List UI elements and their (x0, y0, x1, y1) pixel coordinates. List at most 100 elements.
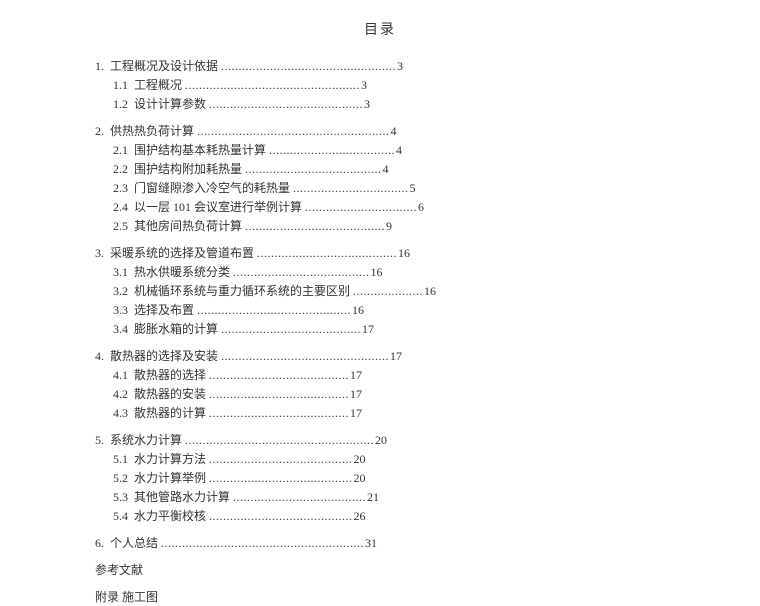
toc-entry: 1.2 设计计算参数...............................… (95, 95, 665, 113)
page-number: 17 (390, 349, 402, 363)
section-title: 水力计算举例 (134, 471, 206, 485)
section-number: 5.1 (113, 452, 128, 466)
section-number: 2. (95, 124, 104, 138)
page-number: 5 (410, 181, 416, 195)
page-number: 17 (350, 406, 362, 420)
leader-dots: ........................................… (209, 471, 353, 485)
section-title: 围护结构附加耗热量 (134, 162, 242, 176)
toc-body: 1. 工程概况及设计依据.............................… (95, 57, 665, 552)
section-number: 1. (95, 59, 104, 73)
toc-entry: 3.4膨胀水箱的计算..............................… (95, 320, 665, 338)
section-title: 设计计算参数 (134, 97, 206, 111)
tail-entry: 参考文献 (95, 561, 665, 579)
page-number: 16 (352, 303, 364, 317)
tail-entry: 附录 施工图 (95, 588, 665, 606)
page-number: 20 (375, 433, 387, 447)
section-number: 3.3 (113, 303, 128, 317)
leader-dots: ................................. (293, 181, 409, 195)
section-title: 水力平衡校核 (134, 509, 206, 523)
section-title: 采暖系统的选择及管道布置 (110, 246, 254, 260)
toc-entry: 3.3选择及布置................................… (95, 301, 665, 319)
leader-dots: ........................................… (161, 536, 364, 550)
leader-dots: ........................................… (209, 509, 353, 523)
leader-dots: ........................................… (197, 124, 390, 138)
page-number: 9 (386, 219, 392, 233)
leader-dots: ........................................… (221, 349, 389, 363)
toc-entry: 5.系统水力计算................................… (95, 431, 665, 449)
section-number: 4.3 (113, 406, 128, 420)
section-number: 1.2 (113, 97, 128, 111)
leader-dots: .................................... (269, 143, 395, 157)
page-number: 4 (383, 162, 389, 176)
section-title: 个人总结 (110, 536, 158, 550)
page-number: 17 (350, 387, 362, 401)
leader-dots: .................... (353, 284, 423, 298)
section-number: 2.1 (113, 143, 128, 157)
page-number: 17 (350, 368, 362, 382)
section-title: 工程概况 (134, 78, 182, 92)
page-number: 16 (371, 265, 383, 279)
page-title: 目录 (95, 20, 665, 41)
toc-entry: 4. 散热器的选择及安装.............................… (95, 347, 665, 365)
section-title: 散热器的选择 (134, 368, 206, 382)
section-number: 3.1 (113, 265, 128, 279)
section-title: 散热器的计算 (134, 406, 206, 420)
leader-dots: ........................................… (209, 97, 363, 111)
section-number: 4.1 (113, 368, 128, 382)
toc-entry: 3.1 热水供暖系统分类.............................… (95, 263, 665, 281)
page-number: 3 (361, 78, 367, 92)
section-title: 工程概况及设计依据 (110, 59, 218, 73)
section-number: 5.3 (113, 490, 128, 504)
toc-entry: 2. 供热热负荷计算...............................… (95, 122, 665, 140)
toc-page: 目录 1. 工程概况及设计依据..........................… (95, 20, 665, 606)
toc-entry: 2.2 围护结构附加耗热量............................… (95, 160, 665, 178)
leader-dots: ........................................ (257, 246, 397, 260)
page-number: 20 (354, 452, 366, 466)
toc-entry: 2.4 以一层 101 会议室进行举例计算....................… (95, 198, 665, 216)
section-number: 4. (95, 349, 104, 363)
section-number: 2.5 (113, 219, 128, 233)
page-number: 4 (396, 143, 402, 157)
toc-entry: 2.1 围护结构基本耗热量计算..........................… (95, 141, 665, 159)
section-title: 以一层 101 会议室进行举例计算 (134, 200, 302, 214)
section-number: 5.4 (113, 509, 128, 523)
section-title: 供热热负荷计算 (110, 124, 194, 138)
leader-dots: ........................................ (221, 322, 361, 336)
section-title: 热水供暖系统分类 (134, 265, 230, 279)
toc-entry: 2.5 其他房间热负荷计算............................… (95, 217, 665, 235)
leader-dots: ........................................ (245, 219, 385, 233)
section-title: 散热器的选择及安装 (110, 349, 218, 363)
toc-entry: 4.2散热器的安装...............................… (95, 385, 665, 403)
leader-dots: ....................................... (233, 265, 370, 279)
leader-dots: ........................................… (197, 303, 351, 317)
page-number: 16 (424, 284, 436, 298)
toc-entry: 5.2水力计算举例...............................… (95, 469, 665, 487)
section-number: 2.2 (113, 162, 128, 176)
section-title: 门窗缝隙渗入冷空气的耗热量 (134, 181, 290, 195)
page-number: 16 (398, 246, 410, 260)
toc-entry: 5.1 水力计算方法...............................… (95, 450, 665, 468)
leader-dots: ........................................… (221, 59, 396, 73)
section-number: 2.4 (113, 200, 128, 214)
section-number: 5. (95, 433, 104, 447)
toc-entry: 4.3散热器的计算...............................… (95, 404, 665, 422)
section-title: 其他管路水力计算 (134, 490, 230, 504)
toc-entry: 5.4 水力平衡校核...............................… (95, 507, 665, 525)
leader-dots: ........................................… (185, 433, 374, 447)
leader-dots: ................................ (305, 200, 417, 214)
section-number: 4.2 (113, 387, 128, 401)
leader-dots: ........................................… (209, 452, 353, 466)
section-title: 围护结构基本耗热量计算 (134, 143, 266, 157)
page-number: 21 (367, 490, 379, 504)
toc-entry: 3.采暖系统的选择及管道布置..........................… (95, 244, 665, 262)
toc-entry: 5.3其他管路水力计算.............................… (95, 488, 665, 506)
section-title: 膨胀水箱的计算 (134, 322, 218, 336)
section-number: 2.3 (113, 181, 128, 195)
section-title: 水力计算方法 (134, 452, 206, 466)
page-number: 31 (365, 536, 377, 550)
leader-dots: ....................................... (245, 162, 382, 176)
section-title: 其他房间热负荷计算 (134, 219, 242, 233)
section-number: 6. (95, 536, 104, 550)
section-number: 3.2 (113, 284, 128, 298)
toc-entry: 1.1工程概况.................................… (95, 76, 665, 94)
